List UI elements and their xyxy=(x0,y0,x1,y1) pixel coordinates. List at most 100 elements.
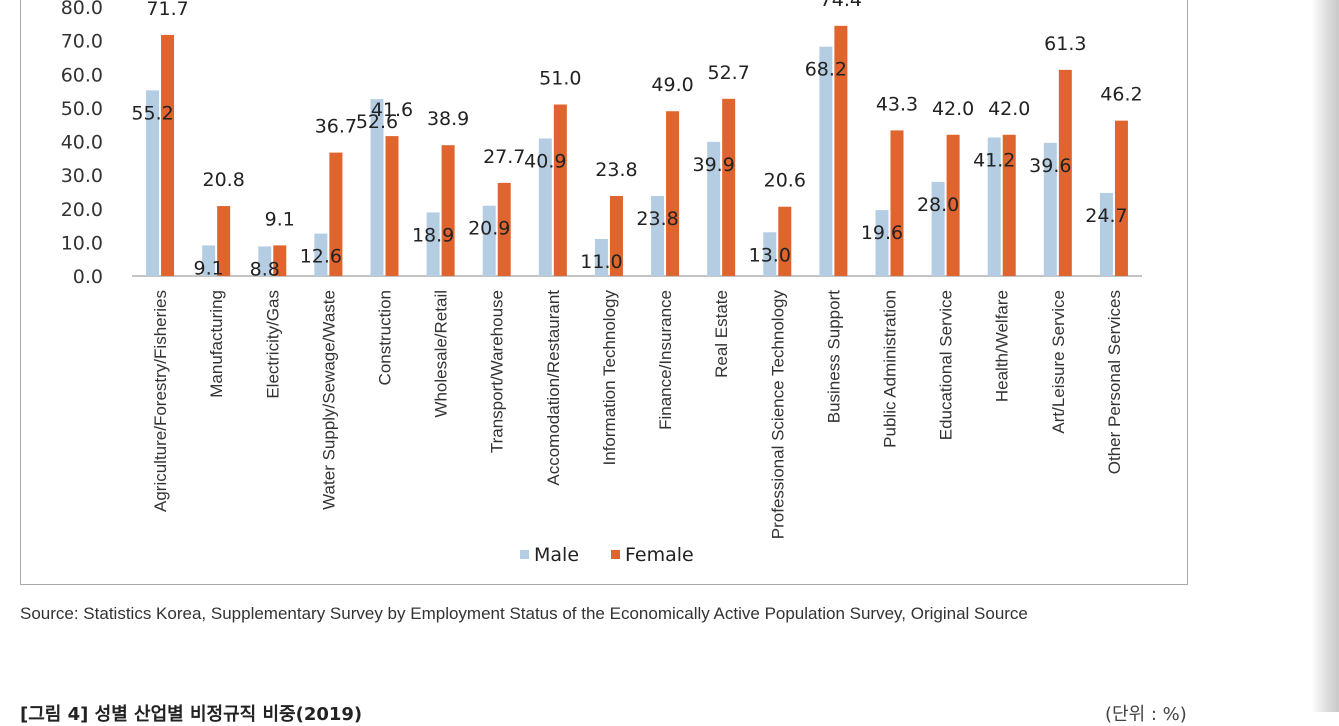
data-label-female: 46.2 xyxy=(1100,84,1142,106)
bar-male xyxy=(146,90,160,276)
category-label: Public Administration xyxy=(881,290,900,448)
category-label: Educational Service xyxy=(937,290,956,440)
data-label-male: 23.8 xyxy=(636,208,678,230)
y-tick-label: 40.0 xyxy=(61,132,103,154)
bar-male xyxy=(202,245,216,276)
bar-female xyxy=(1114,120,1128,276)
data-label-male: 12.6 xyxy=(300,246,342,268)
data-label-female: 20.8 xyxy=(203,169,245,191)
data-label-male: 20.9 xyxy=(468,218,510,240)
category-label: Art/Leisure Service xyxy=(1049,290,1068,434)
data-label-male: 19.6 xyxy=(861,222,903,244)
data-label-female: 27.7 xyxy=(483,146,525,168)
category-label: Manufacturing xyxy=(207,290,226,398)
bar-male xyxy=(987,137,1001,276)
bar-male xyxy=(258,246,272,276)
data-label-female: 52.7 xyxy=(708,62,750,84)
bar-male xyxy=(707,141,721,276)
data-label-female: 49.0 xyxy=(651,74,693,96)
chart-frame: 0.0 10.0 20.0 30.0 40.0 50.0 60.0 70.0 80.0 55.2 7… xyxy=(20,0,1188,585)
bar-female xyxy=(609,195,623,276)
data-label-male: 8.8 xyxy=(250,258,280,280)
bar-female xyxy=(722,98,736,276)
bar-female xyxy=(497,182,511,276)
category-label: Professional Science Technology xyxy=(768,290,787,540)
bar-male xyxy=(314,233,328,276)
y-tick-label: 60.0 xyxy=(61,64,103,86)
bar-male xyxy=(426,212,440,276)
data-label-female: 42.0 xyxy=(988,98,1030,120)
data-label-male: 41.2 xyxy=(973,149,1015,171)
category-label: Accomodation/Restaurant xyxy=(544,290,563,486)
bar-female xyxy=(946,134,960,276)
y-tick-label: 50.0 xyxy=(61,98,103,120)
data-label-male: 55.2 xyxy=(131,102,173,124)
bar-male xyxy=(370,99,384,276)
y-tick-label: 20.0 xyxy=(61,199,103,221)
y-tick-label: 30.0 xyxy=(61,165,103,187)
bar-female xyxy=(778,206,792,276)
data-label-female: 23.8 xyxy=(595,159,637,181)
bar-male xyxy=(931,181,945,276)
category-label: Other Personal Services xyxy=(1105,290,1124,474)
bar-female xyxy=(161,34,175,276)
page-edge-shadow xyxy=(1311,0,1339,712)
category-label: Information Technology xyxy=(600,290,619,466)
y-tick-label: 0.0 xyxy=(73,266,103,288)
data-label-female: 42.0 xyxy=(932,98,974,120)
category-label: Business Support xyxy=(824,290,843,424)
bar-male xyxy=(1099,192,1113,276)
category-label: Health/Welfare xyxy=(993,290,1012,402)
legend-label-female: Female xyxy=(625,544,694,566)
data-label-female: 9.1 xyxy=(265,208,295,230)
data-label-female: 61.3 xyxy=(1044,33,1086,55)
category-label: Agriculture/Forestry/Fisheries xyxy=(151,290,170,512)
bar-male xyxy=(875,210,889,276)
category-label: Finance/Insurance xyxy=(656,290,675,430)
bar-female xyxy=(890,130,904,276)
bar-female xyxy=(553,104,567,276)
bar-female xyxy=(441,145,455,276)
bar-female xyxy=(666,111,680,276)
bar-male xyxy=(482,205,496,276)
category-label: Wholesale/Retail xyxy=(432,290,451,418)
bar-male xyxy=(594,239,608,276)
data-label-female: 51.0 xyxy=(539,68,581,90)
data-label-male: 11.0 xyxy=(580,251,622,273)
data-label-male: 68.2 xyxy=(805,59,847,81)
bar-male xyxy=(819,46,833,276)
bar-female xyxy=(217,206,231,276)
category-label: Transport/Warehouse xyxy=(488,290,507,453)
category-label: Construction xyxy=(376,290,395,385)
category-label: Electricity/Gas xyxy=(263,290,282,399)
source-note: Source: Statistics Korea, Supplementary … xyxy=(20,604,1028,623)
data-label-male: 24.7 xyxy=(1085,205,1127,227)
next-figure-title: [그림 4] 성별 산업별 비정규직 비중(2019) xyxy=(20,704,363,725)
bar-female xyxy=(385,136,399,276)
bar-female xyxy=(834,25,848,276)
data-label-male: 52.6 xyxy=(356,111,398,133)
category-label: Real Estate xyxy=(712,290,731,378)
data-label-male: 39.9 xyxy=(693,154,735,176)
data-label-male: 28.0 xyxy=(917,194,959,216)
bar-female xyxy=(273,245,287,276)
bar-chart: 0.0 10.0 20.0 30.0 40.0 50.0 60.0 70.0 80.0 55.2 7… xyxy=(61,0,1143,566)
category-label: Water Supply/Sewage/Waste xyxy=(319,290,338,510)
data-label-male: 9.1 xyxy=(194,257,224,279)
data-label-female: 36.7 xyxy=(315,116,357,138)
legend-swatch-female xyxy=(611,550,620,559)
bar-female xyxy=(329,152,343,276)
bar-female xyxy=(1058,69,1072,276)
data-label-female: 74.4 xyxy=(820,0,862,11)
data-label-female: 20.6 xyxy=(764,170,806,192)
next-figure-unit: (단위 : %) xyxy=(1105,704,1187,725)
data-label-male: 40.9 xyxy=(524,150,566,172)
data-label-female: 43.3 xyxy=(876,93,918,115)
bar-male xyxy=(538,138,552,276)
bar-female xyxy=(1002,134,1016,276)
data-label-female: 71.7 xyxy=(146,0,188,20)
data-label-female: 41.6 xyxy=(371,99,413,121)
bar-male xyxy=(763,232,777,276)
data-label-female: 38.9 xyxy=(427,108,469,130)
bar-male xyxy=(651,195,665,276)
